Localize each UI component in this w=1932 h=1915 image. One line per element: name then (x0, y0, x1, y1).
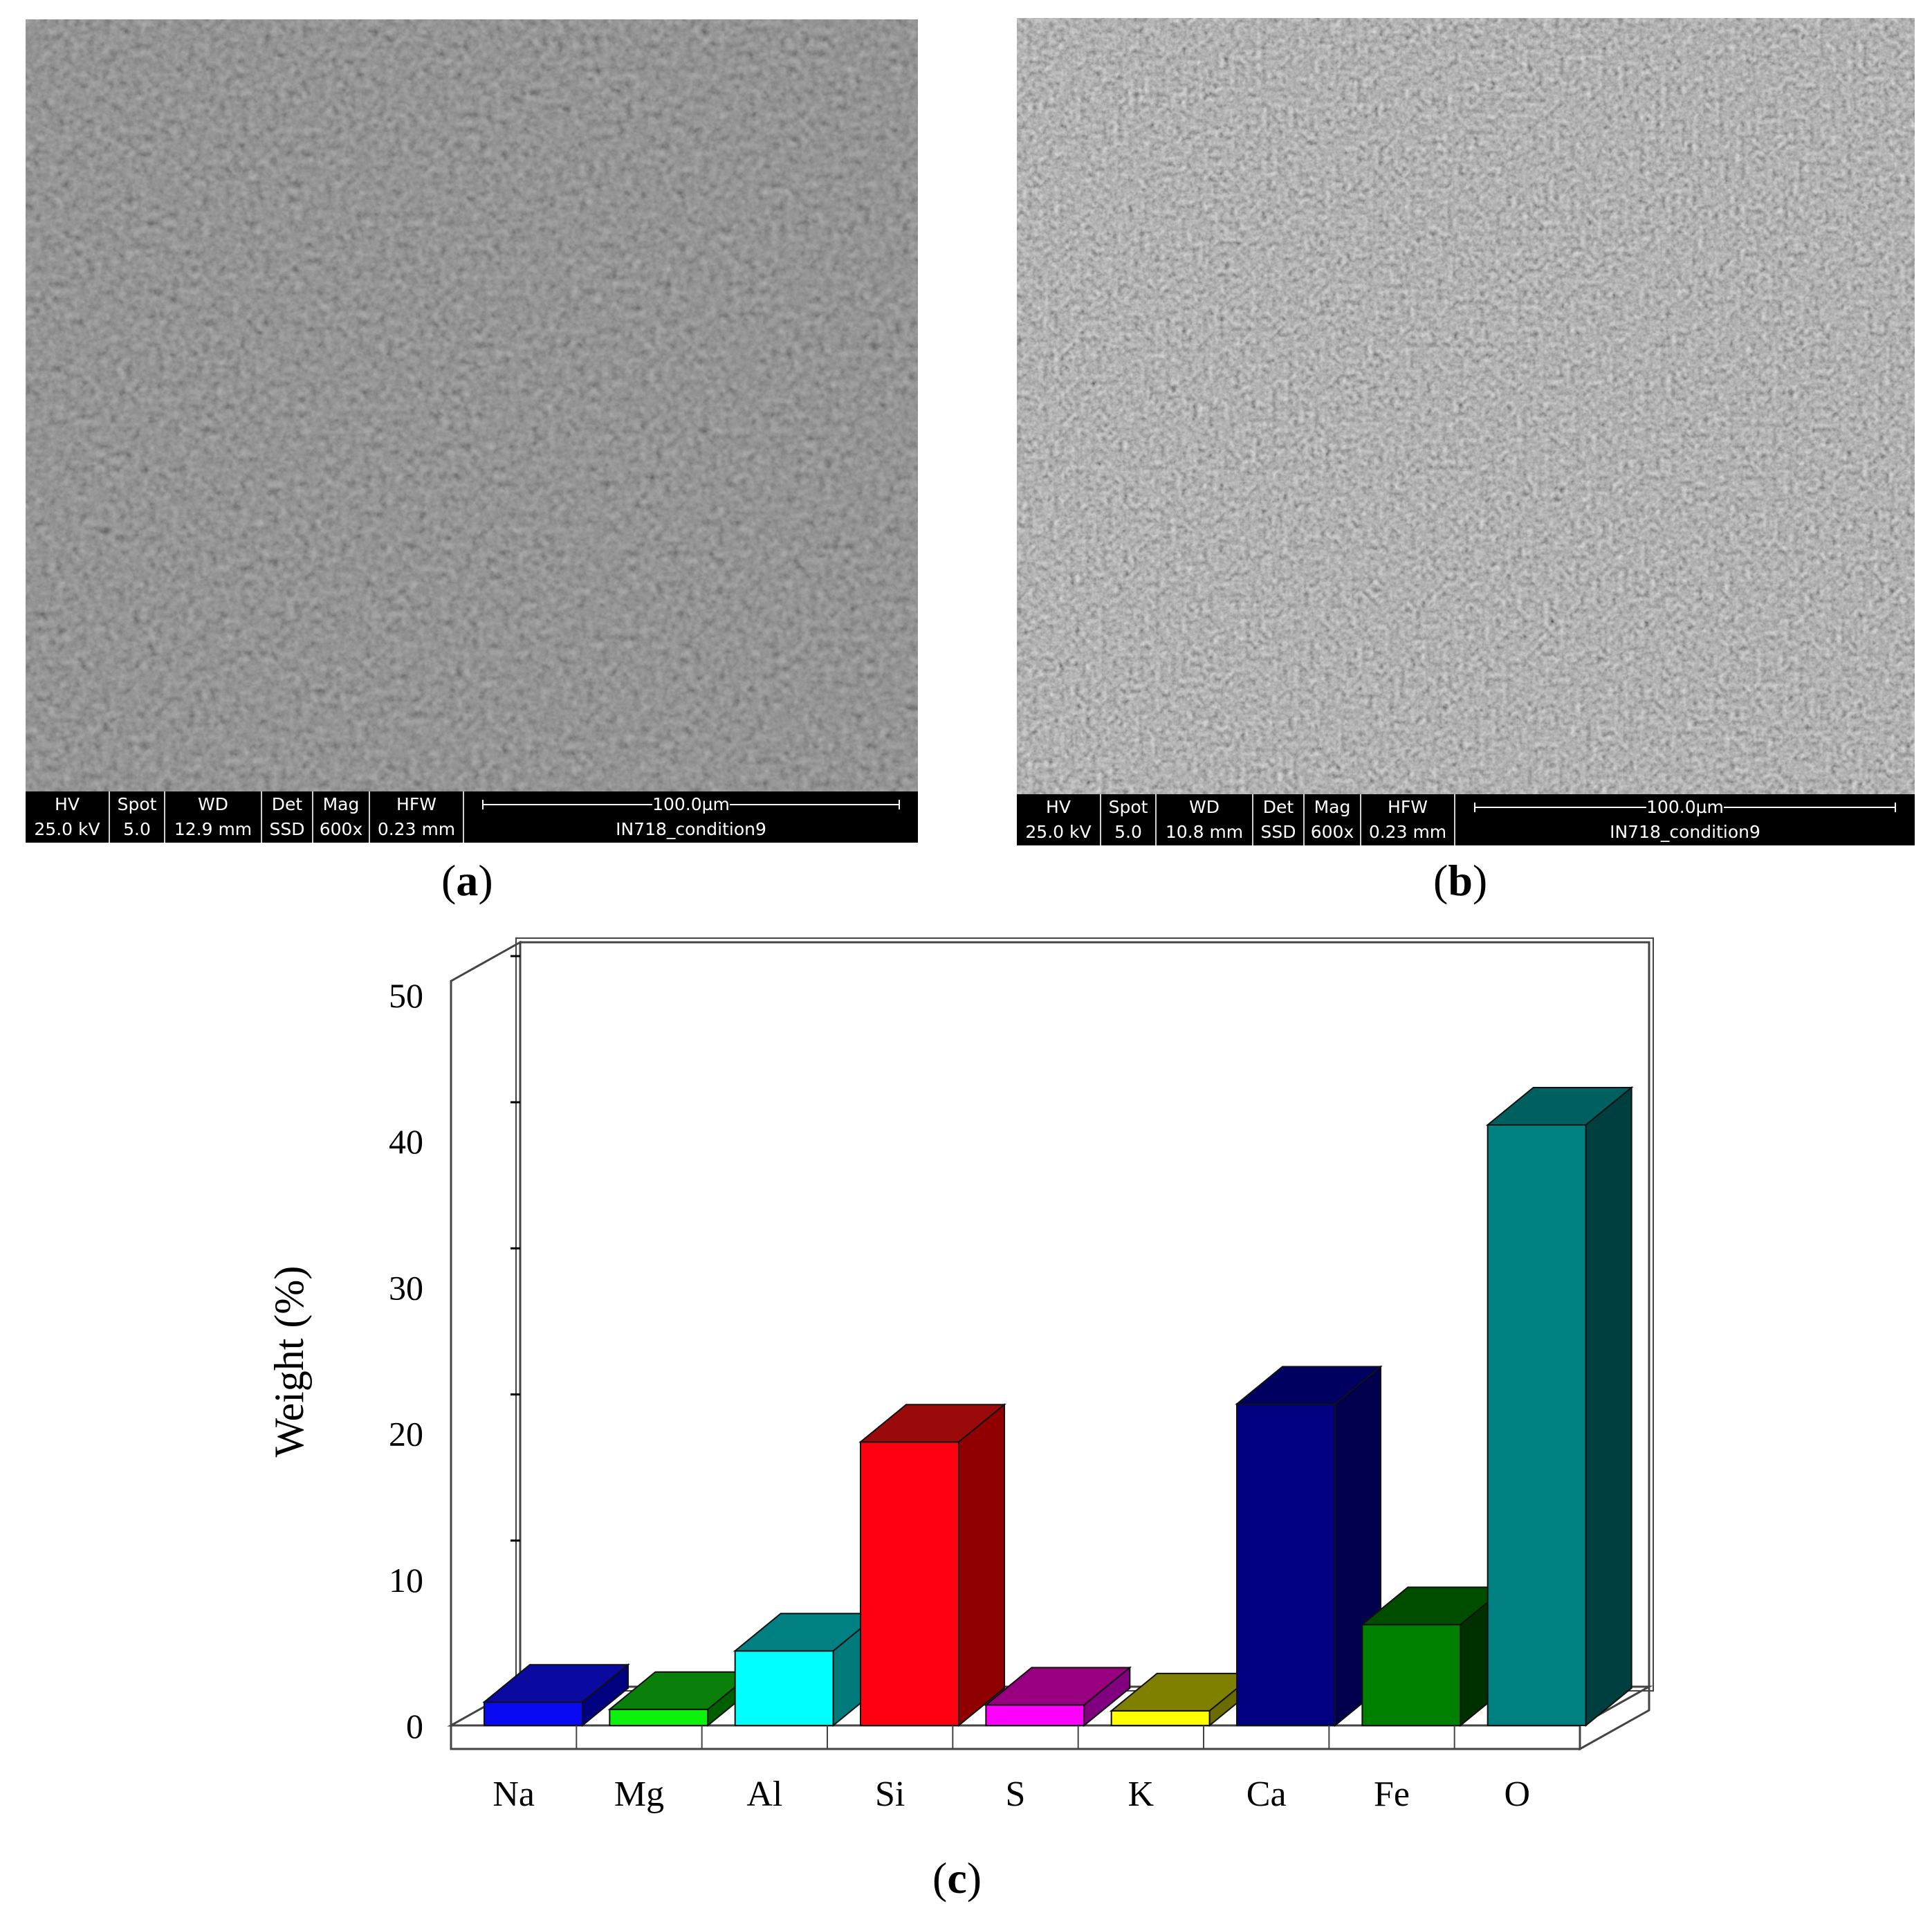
bar-front (484, 1701, 583, 1727)
bar-front (734, 1650, 834, 1727)
databar-mag: Mag 600x (313, 791, 370, 843)
scale-bar: 100.0µm (482, 792, 900, 817)
sem-micrograph-b (1017, 18, 1915, 845)
x-tick-label: S (1006, 1775, 1026, 1814)
scale-bar: 100.0µm (1473, 795, 1897, 820)
databar-scale: 100.0µm IN718_condition9 (464, 791, 918, 843)
y-tick-label: 20 (389, 1415, 423, 1454)
bar-front (1487, 1124, 1587, 1726)
sample-name: IN718_condition9 (1610, 822, 1760, 842)
databar-hfw: HFW 0.23 mm (370, 791, 464, 843)
databar-wd: WD 10.8 mm (1157, 794, 1253, 845)
bar-front (1236, 1403, 1336, 1726)
x-tick-label: Ca (1246, 1775, 1287, 1814)
left-wall (450, 940, 522, 1728)
databar-scale: 100.0µm IN718_condition9 (1455, 794, 1915, 845)
databar-spot: Spot 5.0 (110, 791, 165, 843)
sem-panel-b: HV 25.0 kV Spot 5.0 WD 10.8 mm Det SSD Mag 60… (1017, 18, 1915, 845)
sem-databar-b: HV 25.0 kV Spot 5.0 WD 10.8 mm Det SSD Mag 60… (1017, 794, 1915, 845)
bars (482, 1085, 1634, 1728)
databar-wd: WD 12.9 mm (165, 791, 262, 843)
x-tick-label: Si (875, 1775, 905, 1814)
bar-side (1083, 1666, 1131, 1728)
chart-frame (447, 937, 1654, 1751)
scale-bar-label: 100.0µm (1646, 797, 1724, 817)
bar-front (1110, 1710, 1211, 1726)
databar-hv: HV 25.0 kV (1017, 794, 1101, 845)
databar-spot: Spot 5.0 (1101, 794, 1157, 845)
bar-side (582, 1663, 629, 1728)
bar-na (482, 1663, 630, 1728)
sem-databar-a: HV 25.0 kV Spot 5.0 WD 12.9 mm Det SSD Mag 60… (26, 791, 918, 843)
y-tick-label: 10 (389, 1561, 423, 1600)
bar-front (985, 1704, 1085, 1726)
sem-panel-a: HV 25.0 kV Spot 5.0 WD 12.9 mm Det SSD Mag 60… (26, 19, 918, 843)
databar-hv: HV 25.0 kV (26, 791, 110, 843)
back-wall (519, 941, 1650, 1688)
x-tick-label: Mg (614, 1775, 664, 1814)
bar-al (733, 1612, 881, 1728)
bar-fe (1360, 1586, 1509, 1728)
x-tick-label: Al (746, 1775, 782, 1814)
databar-mag: Mag 600x (1305, 794, 1361, 845)
bar-side (958, 1403, 1005, 1728)
bar-side (1585, 1085, 1632, 1728)
bar-o (1485, 1085, 1634, 1728)
sem-micrograph-a (26, 19, 918, 843)
x-tick-label: Na (493, 1775, 535, 1814)
sample-name: IN718_condition9 (616, 819, 766, 839)
bar-si (858, 1403, 1006, 1728)
panel-label-c: (c) (932, 1853, 982, 1903)
y-axis-label: Weight (%) (266, 1266, 312, 1458)
base-plate (450, 1724, 1581, 1750)
panel-label-b: (b) (1433, 856, 1488, 905)
databar-det: Det SSD (262, 791, 313, 843)
y-tick-label: 40 (389, 1122, 423, 1161)
databar-hfw: HFW 0.23 mm (1361, 794, 1455, 845)
bar-front (860, 1441, 959, 1726)
x-tick-label: Fe (1374, 1775, 1410, 1814)
y-axis: 0 10 20 30 40 50 (389, 955, 520, 1746)
bar-ca (1235, 1365, 1383, 1728)
scale-bar-label: 100.0µm (652, 794, 730, 814)
y-tick-label: 50 (389, 976, 423, 1015)
y-tick-label: 0 (406, 1707, 423, 1746)
base-plate-side (1579, 1685, 1650, 1751)
bar-front (609, 1708, 709, 1727)
x-axis: Na Mg Al Si S K Ca Fe O (493, 1725, 1530, 1814)
databar-det: Det SSD (1253, 794, 1305, 845)
x-tick-label: O (1505, 1775, 1531, 1814)
x-tick-label: K (1128, 1775, 1154, 1814)
y-tick-label: 30 (389, 1268, 423, 1307)
bar-front (1361, 1624, 1462, 1726)
panel-label-a: (a) (441, 856, 493, 905)
bar-s (984, 1666, 1132, 1728)
